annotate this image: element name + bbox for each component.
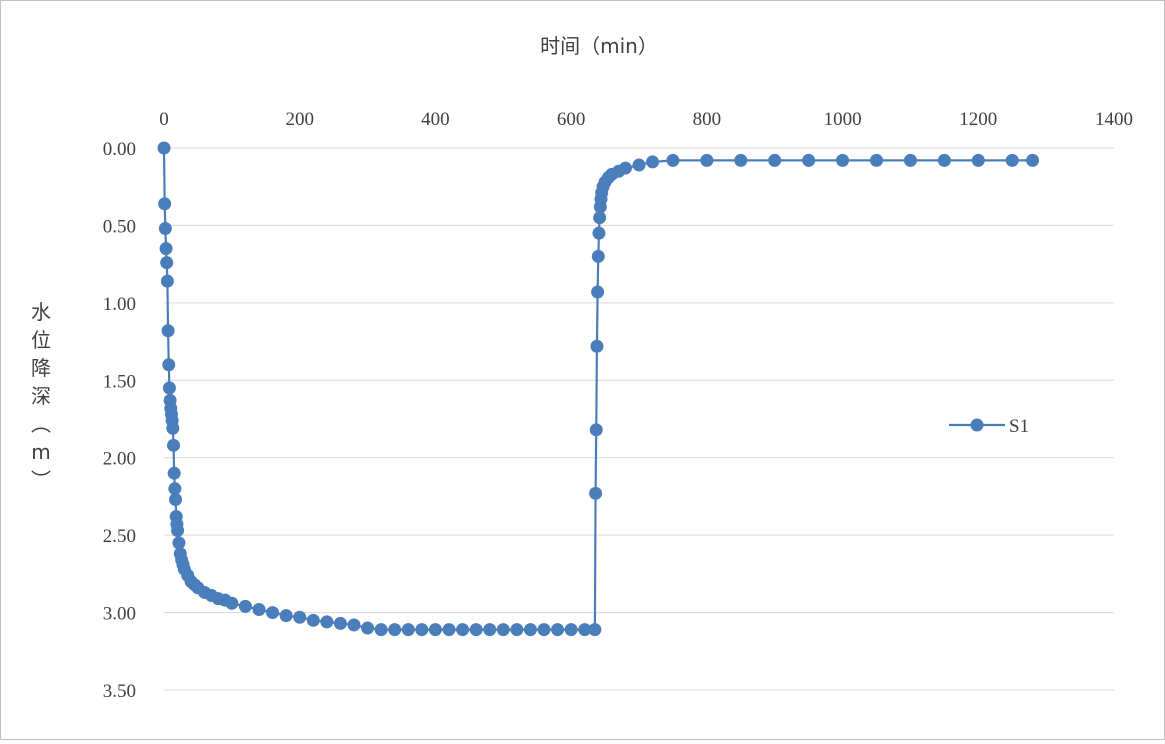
- y-axis-title-char: 深: [31, 384, 51, 408]
- y-tick-label: 2.00: [103, 449, 136, 470]
- legend-marker: [970, 418, 984, 432]
- data-point: [167, 438, 180, 452]
- data-point: [590, 339, 604, 353]
- data-point: [158, 222, 172, 236]
- data-point: [510, 623, 524, 637]
- x-tick-label: 400: [421, 109, 450, 130]
- series-layer: [157, 141, 1040, 637]
- data-point: [333, 616, 347, 630]
- legend: S1: [949, 416, 1029, 437]
- y-tick-label: 3.00: [103, 604, 136, 625]
- data-point: [496, 623, 510, 637]
- x-tick-label: 1200: [959, 109, 997, 130]
- data-point: [320, 615, 334, 629]
- data-point: [551, 623, 565, 637]
- data-point: [157, 141, 171, 155]
- data-point: [171, 523, 185, 537]
- data-point: [158, 197, 172, 211]
- y-axis-title-char: ︵: [31, 412, 51, 436]
- data-point: [903, 153, 917, 167]
- y-axis-title-char: 水: [31, 300, 51, 324]
- data-point: [252, 602, 266, 616]
- data-point: [591, 285, 605, 299]
- data-point: [415, 623, 429, 637]
- data-point: [266, 606, 280, 620]
- data-point: [523, 623, 537, 637]
- data-point: [593, 211, 607, 225]
- data-point: [293, 610, 307, 624]
- y-axis-title-char: 降: [31, 356, 51, 380]
- y-tick-label: 1.00: [103, 294, 136, 315]
- x-tick-label: 200: [285, 109, 314, 130]
- data-point: [937, 153, 951, 167]
- data-point: [172, 536, 186, 550]
- y-axis-title-char: ︶: [31, 468, 51, 492]
- x-tick-label: 600: [557, 109, 586, 130]
- data-point: [162, 358, 176, 372]
- data-point: [589, 486, 603, 500]
- y-tick-label: 0.50: [103, 216, 136, 237]
- x-tick-label: 1400: [1095, 109, 1133, 130]
- y-axis-title-char: m: [31, 440, 50, 464]
- data-point: [388, 623, 402, 637]
- data-point: [361, 621, 375, 635]
- data-point: [483, 623, 497, 637]
- y-tick-label: 3.50: [103, 681, 136, 702]
- data-point: [167, 466, 181, 480]
- tick-label-layer: 0.00 0.50 1.00 1.50 2.00 2.50 3.00 3.50 0 200 400 6…: [103, 109, 1133, 702]
- data-point: [166, 421, 180, 435]
- legend-label-S1: S1: [1009, 416, 1029, 437]
- x-tick-label: 1000: [824, 109, 862, 130]
- data-point: [592, 226, 606, 240]
- data-point: [160, 274, 174, 288]
- y-tick-label: 1.50: [103, 371, 136, 392]
- data-point: [225, 596, 239, 610]
- y-tick-label: 0.00: [103, 139, 136, 160]
- data-point: [870, 153, 883, 167]
- data-point: [159, 242, 173, 256]
- data-point: [162, 381, 176, 395]
- data-point: [238, 599, 252, 613]
- data-point: [169, 493, 183, 507]
- data-point: [578, 623, 592, 637]
- data-point: [347, 618, 361, 632]
- data-point: [591, 249, 605, 263]
- data-point: [646, 155, 660, 169]
- data-point: [428, 623, 442, 637]
- data-point: [306, 613, 320, 627]
- data-point: [632, 158, 646, 172]
- x-tick-label: 800: [693, 109, 722, 130]
- data-point: [374, 623, 388, 637]
- grid-layer: [164, 147, 1114, 691]
- data-point: [160, 256, 174, 270]
- data-point: [564, 623, 578, 637]
- data-point: [666, 153, 680, 167]
- data-point: [802, 153, 816, 167]
- data-point: [442, 623, 456, 637]
- x-tick-label: 0: [159, 109, 169, 130]
- data-point: [1026, 153, 1040, 167]
- data-point: [537, 623, 551, 637]
- data-point: [279, 609, 293, 623]
- data-point: [1005, 153, 1019, 167]
- data-point: [700, 153, 714, 167]
- data-point: [168, 482, 182, 496]
- data-point: [734, 153, 748, 167]
- data-point: [618, 161, 632, 175]
- y-axis-title-char: 位: [31, 328, 51, 352]
- data-point: [836, 153, 850, 167]
- data-point: [589, 423, 603, 437]
- data-point: [401, 623, 415, 637]
- data-point: [469, 623, 483, 637]
- data-point: [768, 153, 782, 167]
- data-point: [971, 153, 985, 167]
- x-axis-title: 时间（min）: [540, 34, 658, 58]
- data-point: [161, 324, 175, 338]
- data-point: [456, 623, 470, 637]
- y-tick-label: 2.50: [103, 526, 136, 547]
- data-point: [588, 623, 602, 637]
